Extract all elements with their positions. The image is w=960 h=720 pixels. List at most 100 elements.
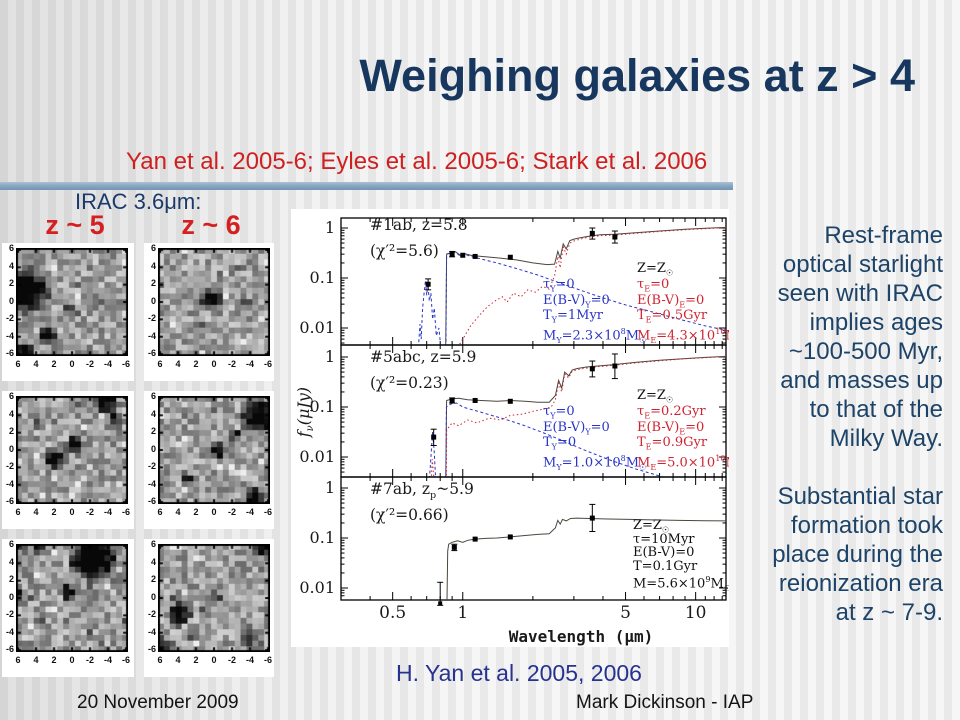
axis-tick-label: -6 <box>263 655 272 665</box>
panel-label: #5abc, z=5.9 <box>370 348 477 366</box>
y-axis-title: fν(μJy) <box>293 386 317 438</box>
sed-figure: #1ab, z=5.8 (χ′²=5.6) 1 0.1 0.01 Z=Z☉ τY=0 E(B-… <box>291 209 729 647</box>
axis-tick-label: 6 <box>157 507 163 517</box>
irac-heading: IRAC 3.6μm: <box>75 189 202 214</box>
fit-param: E(B-V)=0 <box>633 545 695 560</box>
axis-tick-label: 6 <box>150 243 156 253</box>
axis-tick-label: 6 <box>15 507 21 517</box>
body-text-line: optical starlight <box>782 251 943 278</box>
axis-tick-label: 2 <box>150 278 156 288</box>
sed-curve-total <box>446 517 726 600</box>
axis-tick-label: -4 <box>103 655 112 665</box>
body-text-line: Milky Way. <box>829 425 943 452</box>
axis-tick-label: -4 <box>245 359 254 369</box>
cutout-image-z5-row2: 6 4 2 0 -2 -4 -6 6 4 2 0 -2 -4 -6 <box>2 391 134 529</box>
panel-label: #1ab, z=5.8 <box>370 216 468 234</box>
axis-tick-label: -6 <box>263 359 272 369</box>
axis-tick-label: 6 <box>8 391 14 401</box>
sed-curve-total <box>445 355 726 477</box>
body-text-paragraph-1: Rest-frame optical starlight seen with IRA… <box>688 221 943 453</box>
axis-tick-label: -4 <box>245 655 254 665</box>
axis-tick-label: -6 <box>5 496 14 506</box>
photometry-point <box>589 366 595 372</box>
body-text-line: implies ages <box>809 309 943 336</box>
axis-tick-label: 4 <box>33 655 39 665</box>
axis-tick-label: 6 <box>150 539 156 549</box>
axis-tick-label: -4 <box>147 478 156 489</box>
axis-tick-label: 0 <box>69 359 75 369</box>
cutout-x-axis: 6 4 2 0 -2 -4 -6 <box>152 359 276 371</box>
axis-tick-label: 0 <box>69 655 75 665</box>
young-population-param: TY=1Myr <box>543 308 604 325</box>
body-text-line: and masses up <box>780 367 943 394</box>
axis-tick-label: -6 <box>121 359 130 369</box>
noisy-galaxy-stamp <box>158 248 270 356</box>
panel-chi-label: (χ′²=0.66) <box>370 506 449 524</box>
fit-param: M=5.6×109M☉ <box>633 575 729 593</box>
body-text-paragraph-2: Substantial star formation took place duri… <box>688 482 943 627</box>
axis-tick-label: -6 <box>147 348 156 358</box>
sed-curve-old <box>458 227 726 345</box>
axis-tick-label: 6 <box>157 359 163 369</box>
noisy-galaxy-stamp <box>16 396 128 504</box>
axis-tick-label: -2 <box>85 359 94 369</box>
axis-tick-label: 0 <box>150 591 156 602</box>
photometry-point <box>449 251 455 257</box>
axis-tick-label: 6 <box>157 655 163 665</box>
x-axis-title: Wavelength (μm) <box>508 627 654 646</box>
axis-tick-label: 2 <box>8 426 14 436</box>
column-label-z5: z ~ 5 <box>45 210 105 240</box>
cutout-y-axis: 6 4 2 0 -2 -4 -6 <box>144 540 157 654</box>
cutout-x-axis: 6 4 2 0 -2 -4 -6 <box>10 507 134 519</box>
young-population-param: E(B-V)Y=0 <box>543 419 610 437</box>
axis-tick-label: 2 <box>51 359 57 369</box>
axis-tick-label: 4 <box>8 260 14 271</box>
body-text-line: Substantial star <box>777 483 943 510</box>
figure-caption: H. Yan et al. 2005, 2006 <box>396 660 642 686</box>
body-text-line: place during the <box>772 541 943 568</box>
y-axis-tick-label: 0.1 <box>309 397 335 416</box>
cutout-image-z6-row3: 6 4 2 0 -2 -4 -6 6 4 2 0 -2 -4 -6 <box>144 539 274 677</box>
axis-tick-label: -2 <box>5 461 14 471</box>
metallicity-label: Z=Z☉ <box>637 388 674 405</box>
body-text-line: reionization era <box>778 570 943 597</box>
axis-tick-label: 0 <box>69 507 75 517</box>
axis-tick-label: 6 <box>15 359 21 369</box>
axis-tick-label: 4 <box>33 359 39 369</box>
fit-param: Z=Z☉ <box>633 518 670 535</box>
y-axis-tick-label: 0.1 <box>309 268 335 287</box>
old-population-param: ME=4.3×1010M☉ <box>637 326 729 345</box>
axis-tick-label: -4 <box>103 507 112 517</box>
cutout-image-z5-row1: 6 4 2 0 -2 -4 -6 6 4 2 0 -2 -4 -6 <box>2 243 134 381</box>
axis-tick-label: 2 <box>193 507 199 517</box>
x-axis-tick-label: 10 <box>684 603 707 623</box>
x-axis-tick-label: 5 <box>620 603 631 623</box>
young-population-param: τY=0 <box>543 277 575 294</box>
axis-tick-label: 4 <box>175 507 181 517</box>
y-axis-tick-label: 1 <box>324 478 335 497</box>
axis-tick-label: -2 <box>147 461 156 471</box>
cutout-x-axis: 6 4 2 0 -2 -4 -6 <box>152 655 276 667</box>
footer-author: Mark Dickinson - IAP <box>576 692 754 713</box>
photometry-point <box>472 253 478 259</box>
axis-tick-label: 4 <box>8 408 14 419</box>
metallicity-label: Z=Z☉ <box>637 261 674 278</box>
axis-tick-label: -6 <box>147 644 156 654</box>
photometry-point <box>507 254 513 260</box>
axis-tick-label: 6 <box>150 391 156 401</box>
axis-tick-label: -2 <box>5 609 14 619</box>
axis-tick-label: 0 <box>8 443 14 454</box>
old-population-param: E(B-V)E=0 <box>637 292 705 310</box>
cutout-image-z5-row3: 6 4 2 0 -2 -4 -6 6 4 2 0 -2 -4 -6 <box>2 539 134 677</box>
photometry-point <box>589 230 595 236</box>
cutout-y-axis: 6 4 2 0 -2 -4 -6 <box>2 244 15 358</box>
axis-tick-label: 0 <box>211 507 217 517</box>
x-axis-tick-label: 1 <box>457 603 469 623</box>
axis-tick-label: -2 <box>85 655 94 665</box>
y-axis-tick-label: 0.1 <box>309 528 335 547</box>
divider-bar <box>0 182 733 190</box>
photometry-point <box>425 281 431 287</box>
axis-tick-label: 6 <box>8 243 14 253</box>
old-population-param: τE=0 <box>637 277 670 294</box>
